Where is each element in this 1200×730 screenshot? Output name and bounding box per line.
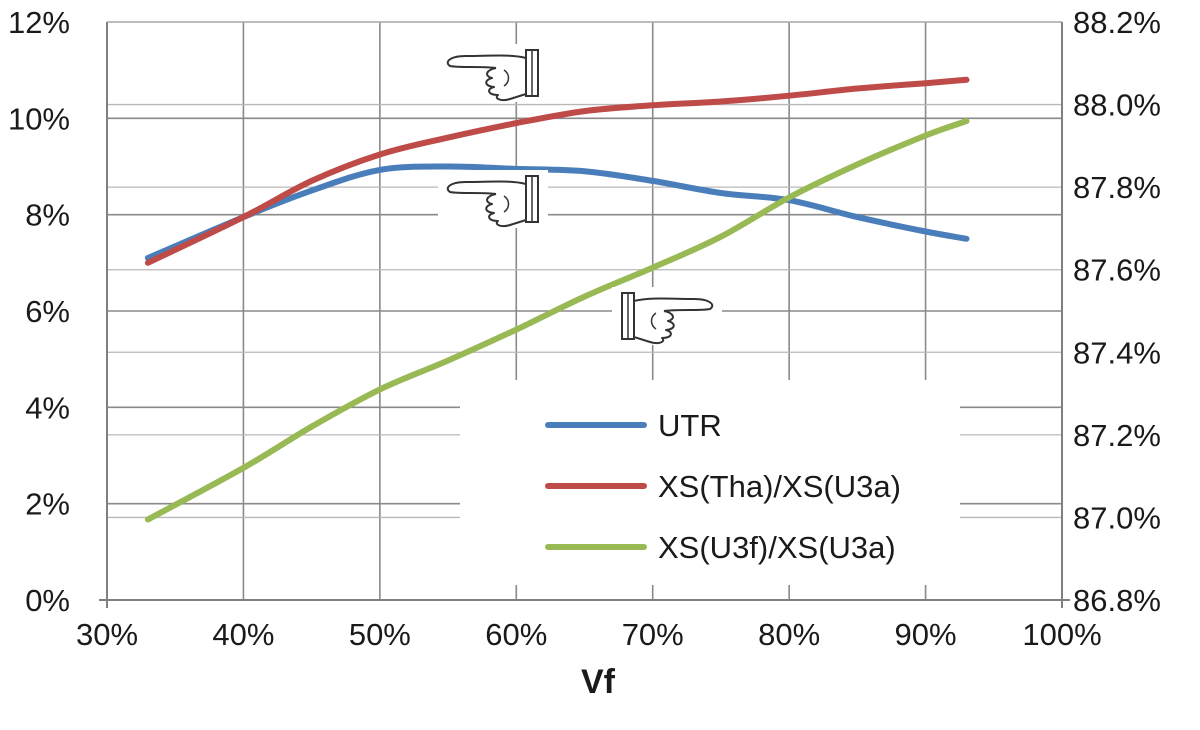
pointing-hand-icon [438,44,548,102]
y-tick-label: 4% [25,390,70,425]
hand-thumb [503,69,510,87]
y-tick-label: 2% [25,487,70,522]
y-tick-label: 12% [8,5,70,40]
y-tick-label: 10% [8,101,70,136]
hand-finger [633,297,714,312]
x-tick-label: 30% [76,617,138,652]
hand-thumb [650,312,657,330]
x-tick-label: 70% [622,617,684,652]
legend-label: UTR [658,408,722,443]
pointing-hand-annotations [438,44,722,345]
x-tick-label: 60% [485,617,547,652]
legend: UTR XS(Tha)/XS(U3a) XS(U3f)/XS(U3a) [460,380,960,585]
series-xs-u3f-line [144,118,970,523]
y2-tick-label: 87.2% [1073,418,1161,453]
y-tick-label: 0% [25,583,70,618]
y-tick-label: 6% [25,294,70,329]
axes [99,22,1070,608]
legend-label: XS(U3f)/XS(U3a) [658,530,896,565]
hand-finger [446,180,527,195]
y2-tick-label: 88.2% [1073,5,1161,40]
y2-tick-label: 87.0% [1073,500,1161,535]
pointing-hand-icon [612,287,722,345]
pointing-hand-icon [438,170,548,228]
legend-label: XS(Tha)/XS(U3a) [658,469,901,504]
y2-tick-label: 87.8% [1073,170,1161,205]
hand-thumb [503,195,510,213]
y2-tick-label: 86.8% [1073,583,1161,618]
data-series [144,76,970,523]
x-tick-label: 40% [212,617,274,652]
y2-tick-label: 87.4% [1073,335,1161,370]
hand-finger [446,54,527,69]
y2-tick-label: 88.0% [1073,88,1161,123]
tick-labels: 30% 40% 50% 60% 70% 80% 90% 100% 0% 2% 4% 6% 8% 10% 12… [8,5,1161,652]
x-tick-label: 90% [895,617,957,652]
legend-box [460,380,960,585]
series-xs-tha-line [144,76,970,266]
x-axis-title: Vf [581,663,616,701]
x-tick-label: 80% [758,617,820,652]
x-tick-label: 100% [1022,617,1101,652]
series-utr-line [144,163,970,261]
y-tick-label: 8% [25,198,70,233]
x-tick-label: 50% [349,617,411,652]
y2-tick-label: 87.6% [1073,253,1161,288]
